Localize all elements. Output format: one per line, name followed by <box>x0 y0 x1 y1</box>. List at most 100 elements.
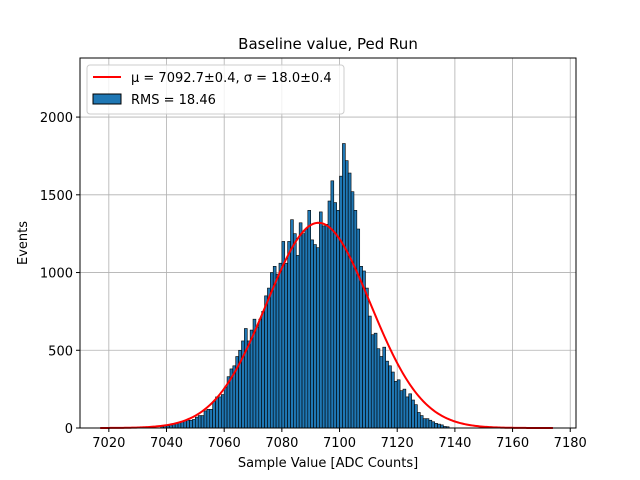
histogram-bar <box>267 287 271 429</box>
x-tick-label: 7120 <box>381 436 414 451</box>
histogram-bar <box>244 328 248 429</box>
gaussian-fit-line <box>100 221 553 429</box>
histogram-bar <box>396 379 401 429</box>
histogram-bar <box>264 295 268 429</box>
x-tick-label: 7100 <box>323 436 356 451</box>
y-tick-label: 500 <box>48 344 73 359</box>
histogram-bar <box>278 262 283 429</box>
histogram-bar <box>293 233 297 429</box>
histogram-bar <box>353 210 358 429</box>
histogram-bar <box>304 228 309 429</box>
histogram-bar <box>385 360 389 429</box>
histogram-bar <box>195 416 199 429</box>
histogram-bar <box>186 419 190 429</box>
histogram-bar <box>425 418 430 429</box>
histogram-bar <box>437 423 441 429</box>
histogram-bar <box>258 318 262 429</box>
chart-title: Baseline value, Ped Run <box>238 35 418 53</box>
y-tick-label: 1500 <box>40 189 73 204</box>
histogram-bar <box>431 421 435 429</box>
histogram-bar <box>310 239 314 429</box>
histogram-bar <box>319 211 323 429</box>
histogram-bar <box>428 419 433 429</box>
histogram-bar <box>376 348 381 429</box>
histogram-bar <box>284 262 288 429</box>
histogram-bar <box>223 387 228 429</box>
histogram-bar <box>307 210 311 429</box>
histogram-bar <box>301 233 306 429</box>
histogram-bar <box>221 394 225 429</box>
histogram-bar <box>313 244 317 429</box>
legend-hist-swatch <box>92 93 122 105</box>
histogram-bar <box>399 390 404 429</box>
histogram-bar <box>200 415 205 429</box>
y-axis-ticks: 0 500 1000 1500 2000 <box>40 111 80 437</box>
histogram-bar <box>330 180 335 429</box>
histogram-bar <box>298 222 303 429</box>
histogram-bar <box>356 228 361 429</box>
x-tick-label: 7020 <box>92 436 125 451</box>
histogram-bar <box>382 346 386 429</box>
histogram-bar <box>373 332 378 429</box>
histogram-bar <box>411 399 415 429</box>
histogram-bar <box>192 419 196 429</box>
histogram-bar <box>391 371 395 429</box>
y-tick-label: 1000 <box>40 267 73 282</box>
histogram-bar <box>408 393 412 429</box>
legend-box <box>86 64 345 115</box>
x-tick-label: 7080 <box>265 436 298 451</box>
histogram-bar <box>370 334 375 429</box>
histogram-bar <box>249 329 254 429</box>
histogram-bar <box>197 415 202 429</box>
y-tick-label: 0 <box>65 422 73 437</box>
histogram-bar <box>316 247 320 429</box>
histogram-bar <box>209 409 213 429</box>
histogram-bar <box>212 401 216 429</box>
histogram-bar <box>388 365 392 429</box>
histogram-bar <box>379 356 384 429</box>
x-tick-label: 7180 <box>554 436 587 451</box>
histogram-bar <box>434 423 438 429</box>
histogram-bar <box>189 419 193 429</box>
histogram-bar <box>327 200 332 429</box>
x-tick-label: 7160 <box>496 436 529 451</box>
histogram-bar <box>422 418 427 429</box>
x-tick-label: 7140 <box>438 436 471 451</box>
histogram-bar <box>275 273 280 429</box>
plot-frame <box>79 57 577 429</box>
histogram-bar <box>203 410 208 429</box>
y-axis-label: Events <box>16 221 31 265</box>
histogram-bar <box>347 172 352 429</box>
y-tick-label: 2000 <box>40 111 73 126</box>
histogram-bar <box>405 396 410 429</box>
histogram-bar <box>342 143 346 429</box>
histogram-bar <box>368 315 372 429</box>
x-tick-label: 7060 <box>208 436 241 451</box>
histogram-bar <box>206 409 211 429</box>
histogram-bar <box>339 175 343 429</box>
histogram-bar <box>261 311 265 429</box>
histogram-bar <box>272 266 277 429</box>
histogram-bar <box>287 241 291 429</box>
histogram-bar <box>336 210 340 429</box>
histogram-bar <box>295 255 300 429</box>
histogram-bar <box>324 224 329 429</box>
histogram-bar <box>350 191 355 429</box>
x-axis-label: Sample Value [ADC Counts] <box>238 456 418 471</box>
histogram-bar <box>215 396 219 429</box>
histogram-bar <box>365 287 369 429</box>
histogram-bar <box>345 160 349 429</box>
histogram-bars <box>160 143 450 429</box>
x-axis-ticks: 7020 7040 7060 7080 7100 7120 7140 7160 7180 <box>92 428 587 451</box>
legend-fit-label: μ = 7092.7±0.4, σ = 18.0±0.4 <box>131 71 332 86</box>
histogram-bar <box>394 381 398 429</box>
legend-hist-label: RMS = 18.46 <box>131 93 216 108</box>
histogram-bar <box>402 388 407 429</box>
histogram-bar <box>419 415 424 429</box>
histogram-bar <box>218 396 222 429</box>
histogram-bar <box>417 412 421 429</box>
histogram-bar <box>333 202 337 429</box>
histogram-bar <box>414 404 418 429</box>
histogram-bar <box>362 270 366 429</box>
